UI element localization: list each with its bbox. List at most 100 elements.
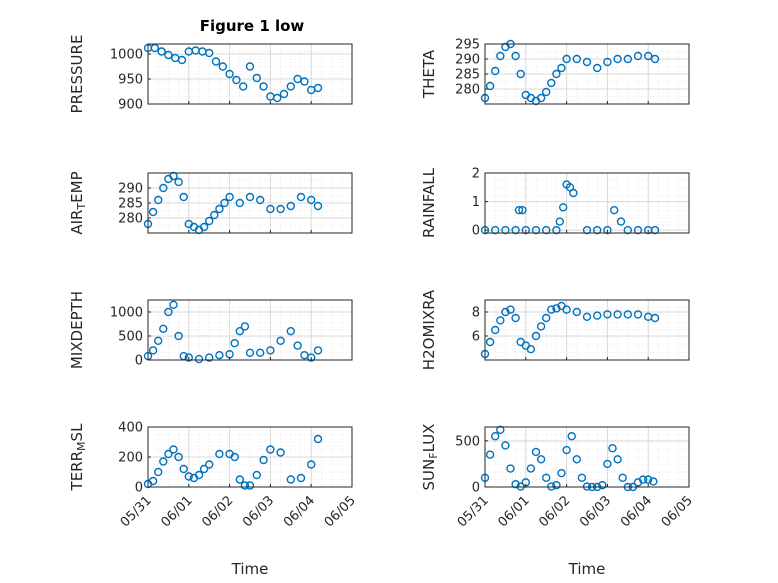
data-point xyxy=(307,460,316,469)
data-point xyxy=(286,82,295,91)
y-tick-label: 2 xyxy=(472,167,480,182)
data-point xyxy=(511,51,520,61)
data-point xyxy=(542,225,551,235)
data-point xyxy=(296,473,306,483)
data-point xyxy=(491,225,500,235)
data-point xyxy=(215,449,224,459)
y-tick-label: 950 xyxy=(118,73,143,88)
data-point xyxy=(650,313,660,323)
data-point xyxy=(552,69,561,79)
data-point xyxy=(511,480,520,489)
data-point xyxy=(555,217,564,226)
data-point xyxy=(313,346,323,355)
data-point xyxy=(613,310,622,319)
data-point xyxy=(569,188,578,198)
axes-box xyxy=(484,172,690,234)
data-point xyxy=(536,93,546,103)
data-point xyxy=(235,475,245,484)
data-point xyxy=(491,66,500,76)
y-tick-label: 0 xyxy=(472,481,480,496)
data-point xyxy=(559,203,568,212)
data-point xyxy=(511,313,520,323)
data-point xyxy=(644,51,653,61)
data-point xyxy=(598,480,607,490)
data-point xyxy=(496,51,505,61)
data-point xyxy=(582,225,592,235)
data-point xyxy=(603,459,612,469)
data-point xyxy=(536,455,546,464)
data-point xyxy=(644,475,653,484)
data-point xyxy=(485,337,495,347)
data-point xyxy=(215,204,224,214)
y-tick-label: 500 xyxy=(455,434,480,449)
data-point xyxy=(485,450,495,459)
data-point xyxy=(313,434,323,444)
y-axis-label-part: AIR xyxy=(68,210,86,235)
data-point xyxy=(526,464,536,473)
data-point xyxy=(199,464,209,474)
y-axis-label-subscript: F xyxy=(427,452,440,458)
data-point xyxy=(245,192,255,202)
data-point xyxy=(633,310,643,319)
data-point xyxy=(572,307,581,317)
data-point xyxy=(266,346,275,355)
data-point xyxy=(485,81,495,91)
data-point xyxy=(232,75,241,85)
data-point xyxy=(567,432,576,441)
data-point xyxy=(266,445,275,454)
data-point xyxy=(159,324,168,333)
data-point xyxy=(506,464,515,473)
data-point xyxy=(235,327,245,336)
y-axis-label: PRESSURE xyxy=(68,35,86,114)
y-tick-label: 900 xyxy=(118,98,143,113)
data-point xyxy=(557,63,566,73)
data-point xyxy=(286,327,295,336)
data-point xyxy=(593,63,602,73)
data-point xyxy=(194,470,204,480)
data-point xyxy=(542,87,551,97)
data-point xyxy=(618,473,627,482)
data-point xyxy=(220,198,229,208)
data-point xyxy=(148,346,158,355)
data-point xyxy=(230,339,239,348)
y-tick-label: 6 xyxy=(472,330,480,345)
data-point xyxy=(218,62,228,71)
data-point xyxy=(215,351,224,360)
data-point xyxy=(582,312,592,321)
y-axis-label-part: TERR xyxy=(68,451,86,492)
data-point xyxy=(552,480,561,490)
y-tick-label: 500 xyxy=(118,330,143,345)
data-point xyxy=(211,57,221,66)
data-point xyxy=(153,467,163,477)
data-point xyxy=(273,93,282,103)
data-point xyxy=(240,481,250,490)
y-axis-label-part: SL xyxy=(68,423,86,442)
data-point xyxy=(148,476,158,486)
data-point xyxy=(526,345,536,354)
y-axis-label: MIXDEPTH xyxy=(68,291,86,369)
data-point xyxy=(577,473,587,482)
data-point xyxy=(496,425,505,434)
data-point xyxy=(259,455,268,465)
data-point xyxy=(501,225,510,235)
y-axis-label: THETA xyxy=(420,49,438,99)
data-point xyxy=(153,195,163,205)
data-point xyxy=(547,78,556,88)
data-point xyxy=(521,225,530,235)
data-point xyxy=(638,475,648,484)
data-point xyxy=(245,481,255,490)
data-point xyxy=(603,310,612,319)
data-point xyxy=(491,432,500,441)
y-tick-label: 280 xyxy=(455,83,480,98)
data-point xyxy=(547,305,556,314)
data-point xyxy=(204,353,214,362)
data-point xyxy=(491,325,500,335)
data-point xyxy=(307,195,316,205)
data-point xyxy=(650,225,660,235)
y-tick-label: 295 xyxy=(455,38,480,53)
data-point xyxy=(531,225,541,235)
data-point xyxy=(177,55,187,65)
data-point xyxy=(313,83,323,93)
data-point xyxy=(552,225,561,235)
